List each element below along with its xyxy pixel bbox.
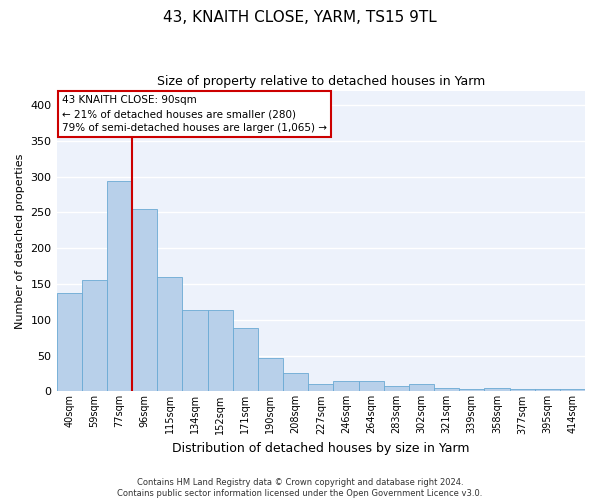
Bar [82, 280, 107, 392]
Bar [560, 389, 585, 392]
Bar [334, 380, 359, 392]
Bar [208, 310, 233, 392]
Text: 43, KNAITH CLOSE, YARM, TS15 9TL: 43, KNAITH CLOSE, YARM, TS15 9TL [163, 10, 437, 25]
Text: 43 KNAITH CLOSE: 90sqm
← 21% of detached houses are smaller (280)
79% of semi-de: 43 KNAITH CLOSE: 90sqm ← 21% of detached… [62, 95, 327, 133]
Bar [459, 388, 484, 392]
Title: Size of property relative to detached houses in Yarm: Size of property relative to detached ho… [157, 75, 485, 88]
Bar [409, 384, 434, 392]
Bar [308, 384, 334, 392]
Bar [535, 388, 560, 392]
Bar [56, 292, 82, 392]
Bar [434, 388, 459, 392]
Bar [157, 277, 182, 392]
Bar [258, 358, 283, 392]
Bar [359, 380, 383, 392]
Text: Contains HM Land Registry data © Crown copyright and database right 2024.
Contai: Contains HM Land Registry data © Crown c… [118, 478, 482, 498]
Bar [107, 181, 132, 392]
Bar [132, 208, 157, 392]
Bar [283, 374, 308, 392]
Bar [233, 328, 258, 392]
Bar [383, 386, 409, 392]
Bar [509, 389, 535, 392]
Bar [182, 310, 208, 392]
Bar [484, 388, 509, 392]
X-axis label: Distribution of detached houses by size in Yarm: Distribution of detached houses by size … [172, 442, 470, 455]
Y-axis label: Number of detached properties: Number of detached properties [15, 154, 25, 328]
